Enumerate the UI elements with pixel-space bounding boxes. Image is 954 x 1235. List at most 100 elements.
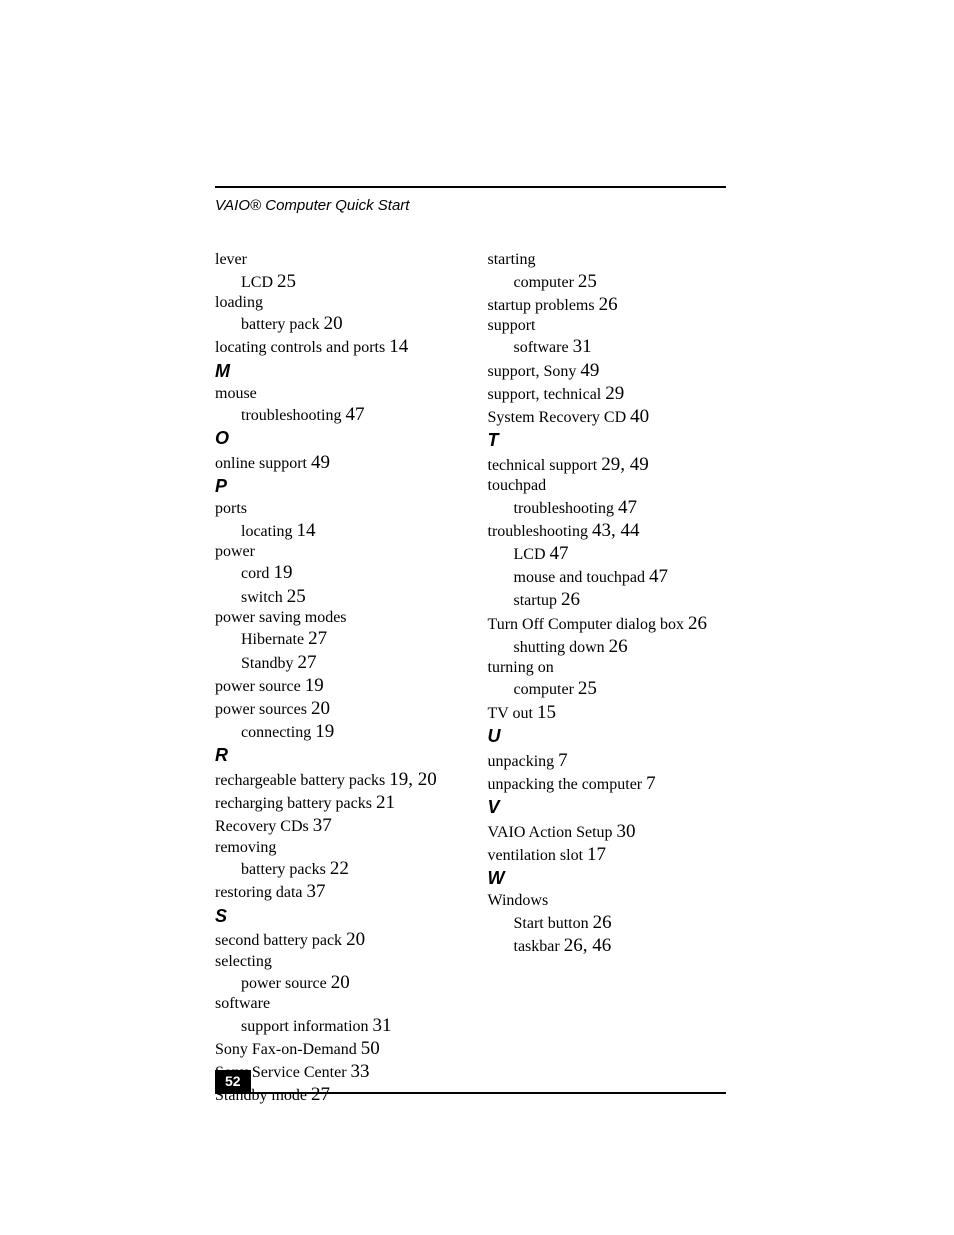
- index-entry: restoring data 37: [215, 880, 454, 903]
- index-term: Sony Fax-on-Demand: [215, 1041, 357, 1058]
- index-entry: Standby 27: [215, 651, 454, 674]
- index-entry: power source 19: [215, 674, 454, 697]
- index-page-ref: 20: [324, 313, 343, 334]
- index-columns: leverLCD 25loadingbattery pack 20locatin…: [215, 250, 726, 1107]
- index-term: System Recovery CD: [488, 409, 627, 426]
- index-term: troubleshooting: [488, 523, 588, 540]
- index-entry: connecting 19: [215, 720, 454, 743]
- page-footer: 52: [215, 1070, 726, 1094]
- index-term: mouse and touchpad: [514, 569, 646, 586]
- index-page-ref: 19: [273, 562, 292, 583]
- index-page-ref: 27: [297, 652, 316, 673]
- index-page-ref: 29: [605, 383, 624, 404]
- index-entry: TV out 15: [488, 701, 727, 724]
- index-page-ref: 21: [376, 792, 395, 813]
- index-page-ref: 19, 20: [389, 769, 437, 790]
- index-term: power source: [215, 678, 301, 695]
- index-entry: startup 26: [488, 588, 727, 611]
- index-entry: startup problems 26: [488, 293, 727, 316]
- index-entry: ports: [215, 499, 454, 519]
- index-entry: locating 14: [215, 519, 454, 542]
- index-page-ref: 26, 46: [564, 935, 612, 956]
- index-page-ref: 49: [580, 360, 599, 381]
- index-term: lever: [215, 251, 247, 268]
- index-page-ref: 22: [330, 858, 349, 879]
- index-entry: support information 31: [215, 1014, 454, 1037]
- index-entry: Turn Off Computer dialog box 26: [488, 612, 727, 635]
- index-term: troubleshooting: [241, 407, 341, 424]
- index-entry: Windows: [488, 891, 727, 911]
- index-letter-heading: U: [488, 726, 727, 748]
- index-entry: rechargeable battery packs 19, 20: [215, 768, 454, 791]
- index-page-ref: 26: [593, 912, 612, 933]
- index-letter-heading: R: [215, 745, 454, 767]
- index-term: power source: [241, 975, 327, 992]
- footer-rule: [215, 1092, 726, 1094]
- index-entry: lever: [215, 250, 454, 270]
- index-entry: LCD 47: [488, 542, 727, 565]
- index-page-ref: 19: [315, 721, 334, 742]
- index-entry: power: [215, 542, 454, 562]
- index-entry: power source 20: [215, 971, 454, 994]
- index-page-ref: 29, 49: [601, 454, 649, 475]
- index-entry: support, technical 29: [488, 382, 727, 405]
- index-term: technical support: [488, 457, 598, 474]
- index-page-ref: 26: [609, 636, 628, 657]
- index-page-ref: 14: [389, 336, 408, 357]
- index-entry: Hibernate 27: [215, 627, 454, 650]
- index-letter-heading: V: [488, 797, 727, 819]
- index-term: Recovery CDs: [215, 818, 309, 835]
- index-page-ref: 20: [346, 929, 365, 950]
- index-term: loading: [215, 294, 263, 311]
- index-page-ref: 30: [617, 821, 636, 842]
- index-term: TV out: [488, 705, 533, 722]
- index-term: troubleshooting: [514, 500, 614, 517]
- index-term: turning on: [488, 659, 554, 676]
- index-term: starting: [488, 251, 536, 268]
- index-term: recharging battery packs: [215, 795, 372, 812]
- index-term: Start button: [514, 915, 589, 932]
- header-rule: [215, 186, 726, 188]
- index-term: startup: [514, 592, 558, 609]
- index-entry: LCD 25: [215, 270, 454, 293]
- index-entry: starting: [488, 250, 727, 270]
- index-page-ref: 20: [331, 972, 350, 993]
- index-term: power sources: [215, 701, 307, 718]
- index-entry: technical support 29, 49: [488, 453, 727, 476]
- index-entry: loading: [215, 293, 454, 313]
- index-term: unpacking the computer: [488, 776, 643, 793]
- index-page-ref: 25: [277, 271, 296, 292]
- index-term: software: [215, 995, 270, 1012]
- index-page-ref: 14: [297, 520, 316, 541]
- index-term: computer: [514, 274, 574, 291]
- index-entry: unpacking the computer 7: [488, 772, 727, 795]
- index-page-ref: 15: [537, 702, 556, 723]
- index-column: leverLCD 25loadingbattery pack 20locatin…: [215, 250, 454, 1107]
- index-term: switch: [241, 589, 283, 606]
- index-term: second battery pack: [215, 932, 342, 949]
- index-entry: troubleshooting 47: [215, 403, 454, 426]
- index-term: locating: [241, 523, 293, 540]
- index-entry: support, Sony 49: [488, 359, 727, 382]
- index-term: LCD: [241, 274, 273, 291]
- index-entry: battery packs 22: [215, 857, 454, 880]
- index-page-ref: 37: [313, 815, 332, 836]
- index-page-ref: 31: [373, 1015, 392, 1036]
- index-page-ref: 20: [311, 698, 330, 719]
- index-term: software: [514, 339, 569, 356]
- index-entry: troubleshooting 47: [488, 496, 727, 519]
- index-page-ref: 25: [578, 271, 597, 292]
- index-term: taskbar: [514, 938, 560, 955]
- index-page-ref: 25: [578, 678, 597, 699]
- index-entry: power sources 20: [215, 697, 454, 720]
- index-term: online support: [215, 455, 307, 472]
- index-entry: switch 25: [215, 585, 454, 608]
- index-term: rechargeable battery packs: [215, 772, 385, 789]
- index-entry: computer 25: [488, 270, 727, 293]
- index-entry: computer 25: [488, 677, 727, 700]
- index-entry: taskbar 26, 46: [488, 934, 727, 957]
- index-term: unpacking: [488, 753, 555, 770]
- index-term: restoring data: [215, 884, 303, 901]
- index-page-ref: 7: [646, 773, 656, 794]
- page-number: 52: [215, 1070, 251, 1092]
